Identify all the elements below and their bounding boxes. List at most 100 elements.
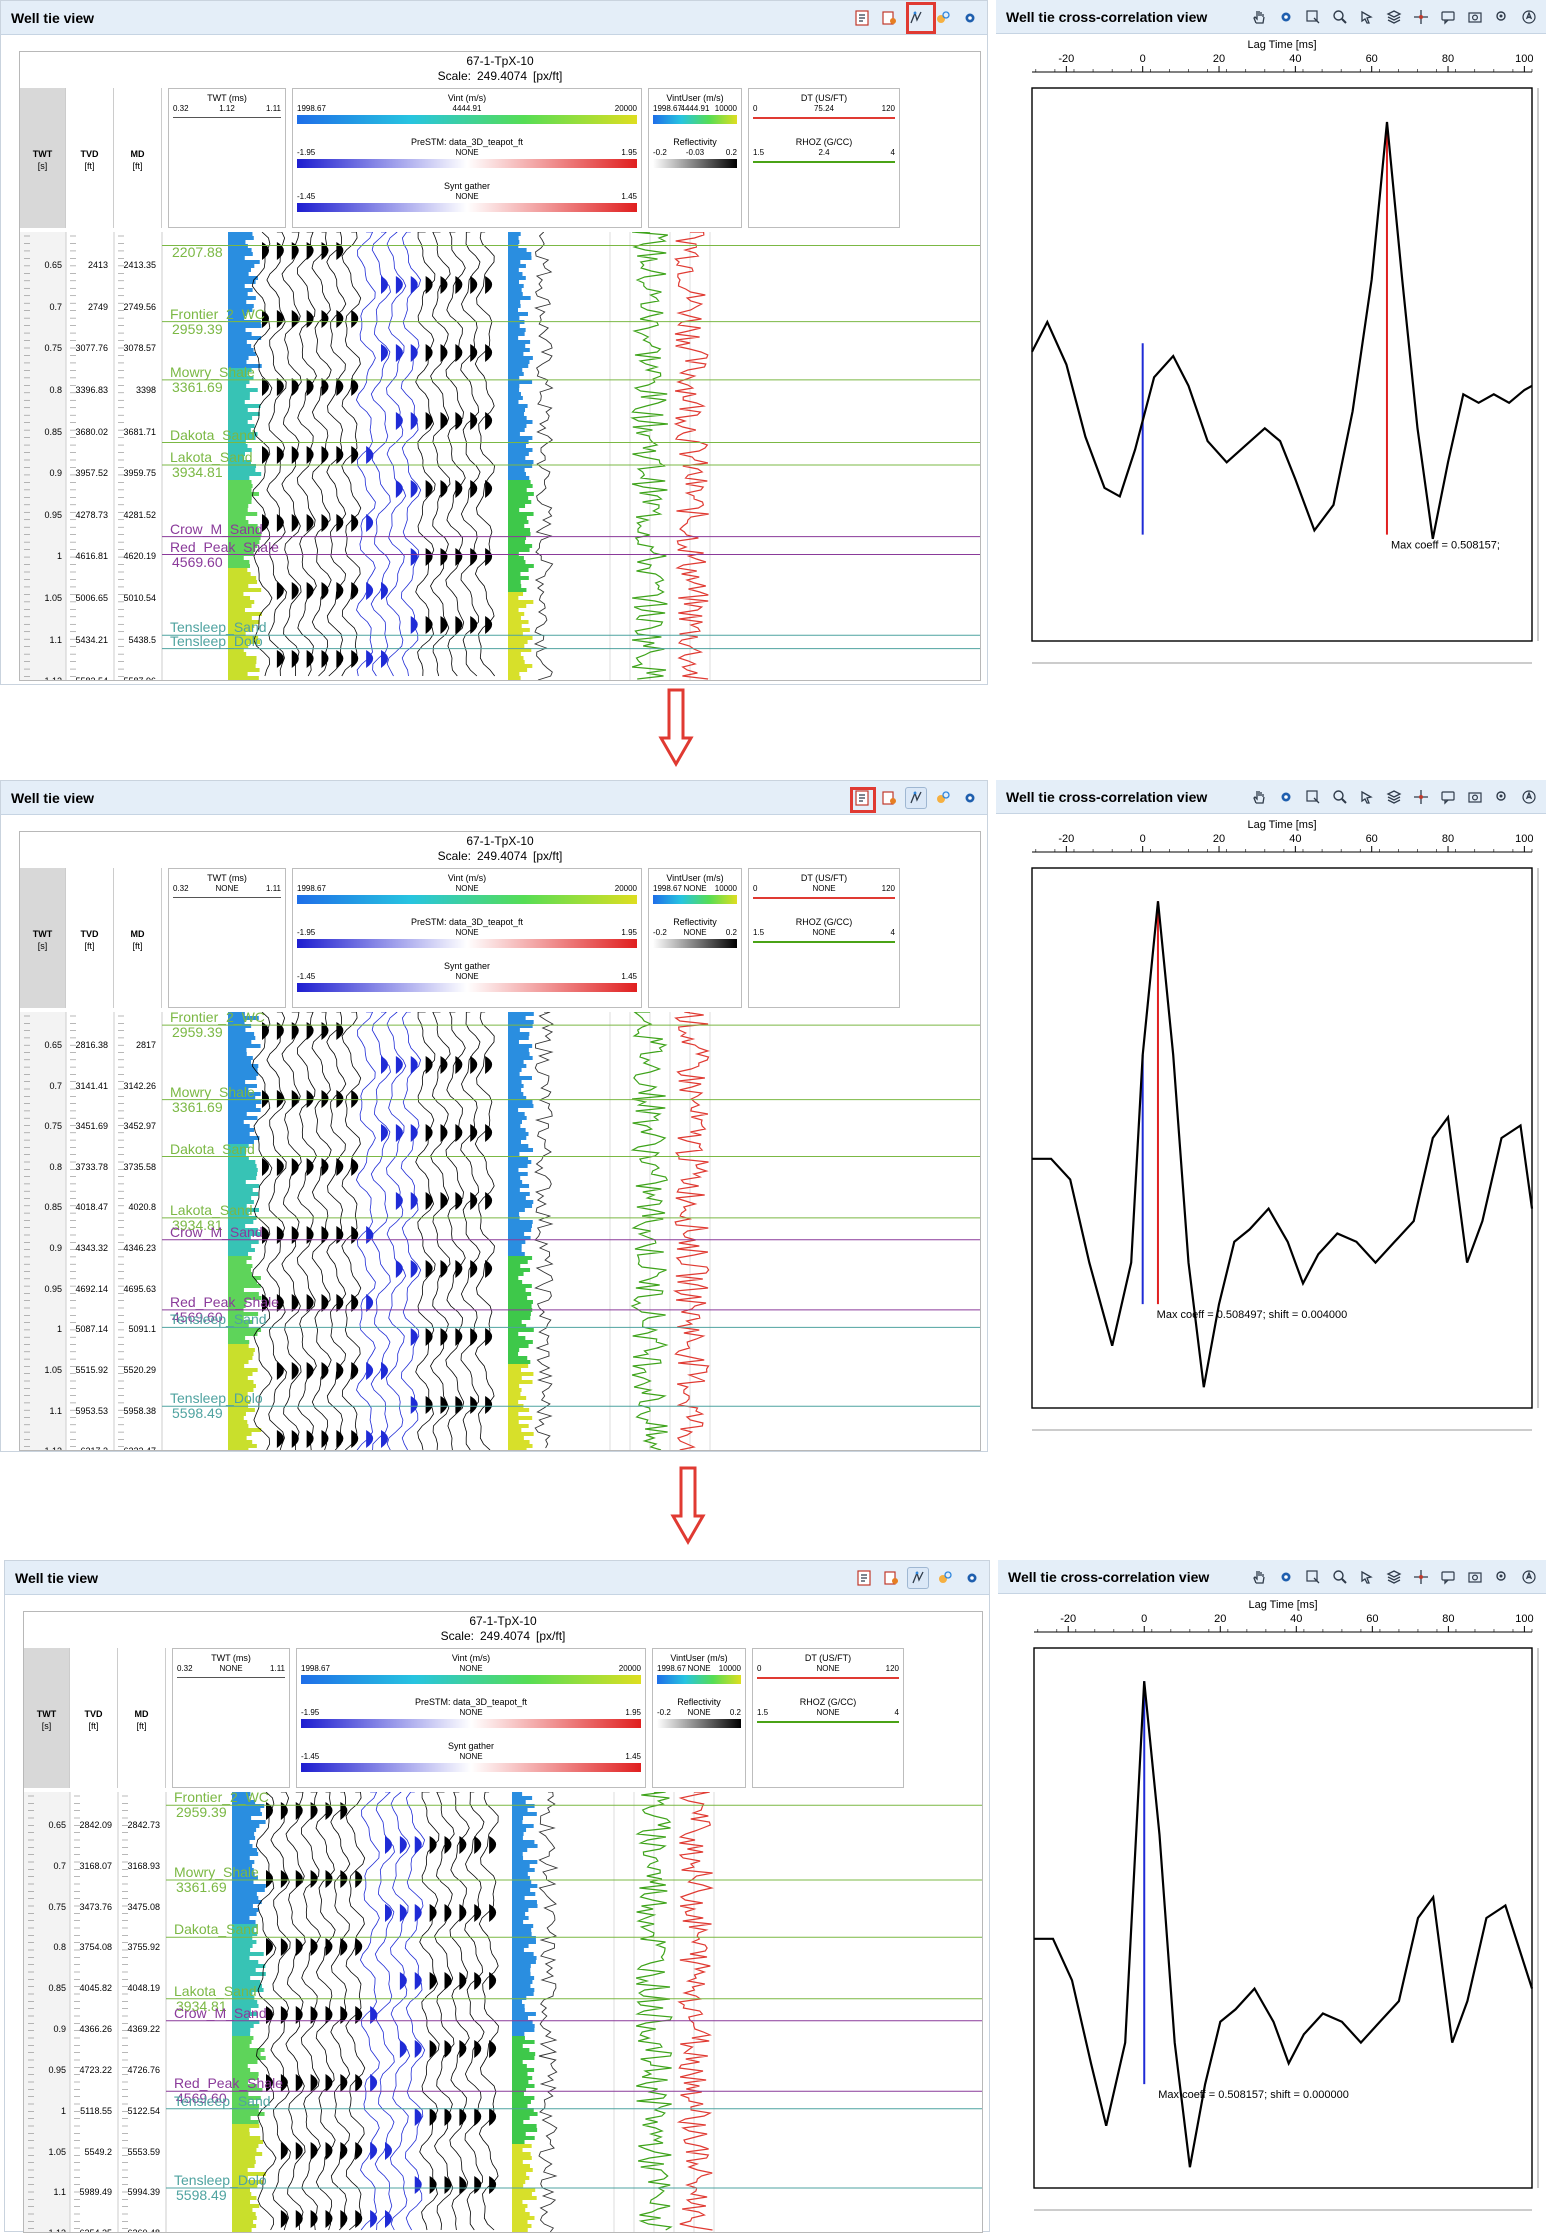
export-button[interactable]: [880, 1567, 902, 1589]
marker-name[interactable]: Mowry_Shale: [170, 1083, 255, 1100]
correlation-tool-button[interactable]: [907, 1567, 929, 1589]
settings-gear-button[interactable]: [1275, 1566, 1297, 1588]
prestm-track-header[interactable]: PreSTM: data_3D_teapot_ft -1.95 1.95 NONE: [297, 137, 637, 177]
rhoz-track-header[interactable]: RHOZ (G/CC) 1.5 4 NONE: [757, 1697, 899, 1737]
track-header[interactable]: VintUser (m/s) 1998.67 10000 4444.91 Reflect…: [648, 88, 742, 228]
marker-name[interactable]: Frontier_2_WC: [174, 1792, 269, 1806]
reflectivity-track-header[interactable]: Reflectivity -0.2 0.2 NONE: [657, 1697, 741, 1737]
compass-button[interactable]: [1518, 1566, 1540, 1588]
prestm-track-header[interactable]: PreSTM: data_3D_teapot_ft -1.95 1.95 NONE: [297, 917, 637, 957]
rhoz-track-header[interactable]: RHOZ (G/CC) 1.5 4 2.4: [753, 137, 895, 177]
match-button[interactable]: [932, 7, 954, 29]
crosshair-button[interactable]: [1410, 6, 1432, 28]
settings-gear-button[interactable]: [1275, 786, 1297, 808]
vintuser-track-header[interactable]: VintUser (m/s) 1998.67 10000 NONE: [653, 873, 737, 913]
cross-correlation-chart[interactable]: Lag Time [ms] -20 0 20 40 60 80 100 Max coeff = …: [998, 1594, 1546, 2232]
dt-track-header[interactable]: DT (US/FT) 0 120 NONE: [757, 1653, 899, 1693]
synt-track-header[interactable]: Synt gather -1.45 1.45 NONE: [297, 961, 637, 1001]
vint-track-header[interactable]: Vint (m/s) 1998.67 20000 NONE: [301, 1653, 641, 1693]
layers-button[interactable]: [1383, 6, 1405, 28]
marker-name[interactable]: Mowry_Shale: [170, 363, 255, 380]
compass-button[interactable]: [1518, 786, 1540, 808]
zoom-box-button[interactable]: [1302, 1566, 1324, 1588]
marker-name[interactable]: Lakota_Sand: [170, 448, 253, 465]
marker-name[interactable]: Tensleep_Sand: [170, 619, 267, 636]
pointer-button[interactable]: [1356, 1566, 1378, 1588]
well-log-body[interactable]: 0.65 2842.09 2842.73 0.7 3168.07 3168.93 0.75 3…: [24, 1792, 982, 2232]
marker-name[interactable]: Mowry_Shale: [174, 1864, 259, 1880]
dt-track-header[interactable]: DT (US/FT) 0 120 75.24: [753, 93, 895, 133]
reflectivity-track-header[interactable]: Reflectivity -0.2 0.2 NONE: [653, 917, 737, 957]
report-button[interactable]: [851, 7, 873, 29]
search-button[interactable]: [1491, 6, 1513, 28]
export-button[interactable]: [878, 787, 900, 809]
twt_track-track-header[interactable]: TWT (ms) 0.32 1.11 1.12: [173, 93, 281, 133]
correlation-tool-button[interactable]: [905, 7, 927, 29]
comment-button[interactable]: [1437, 1566, 1459, 1588]
marker-name[interactable]: Dakota_Sand: [170, 1140, 255, 1157]
prestm-track-header[interactable]: PreSTM: data_3D_teapot_ft -1.95 1.95 NONE: [301, 1697, 641, 1737]
pan-hand-button[interactable]: [1248, 1566, 1270, 1588]
settings-gear-button[interactable]: [959, 7, 981, 29]
pan-hand-button[interactable]: [1248, 786, 1270, 808]
report-button[interactable]: [853, 1567, 875, 1589]
marker-name[interactable]: Lakota_Sand: [174, 1982, 257, 1999]
snapshot-button[interactable]: [1464, 6, 1486, 28]
track-header[interactable]: VintUser (m/s) 1998.67 10000 NONE Reflectivi…: [648, 868, 742, 1008]
pan-hand-button[interactable]: [1248, 6, 1270, 28]
well-log-body[interactable]: 0.65 2816.38 2817 0.7 3141.41 3142.26 0.75 3451…: [20, 1012, 980, 1450]
marker-name[interactable]: Dakota_Sand: [170, 426, 255, 443]
well-log-body[interactable]: 0.65 2413 2413.35 0.7 2749 2749.56 0.75 3077.76…: [20, 232, 980, 680]
cross-correlation-chart[interactable]: Lag Time [ms] -20 0 20 40 60 80 100 Max coeff = …: [996, 34, 1546, 685]
twt_track-track-header[interactable]: TWT (ms) 0.32 1.11 NONE: [173, 873, 281, 913]
pointer-button[interactable]: [1356, 786, 1378, 808]
marker-name[interactable]: Red_Peak_Shale: [170, 1293, 279, 1310]
rhoz-track-header[interactable]: RHOZ (G/CC) 1.5 4 NONE: [753, 917, 895, 957]
marker-name[interactable]: Tensleep_Dolo: [170, 1390, 263, 1407]
twt_track-track-header[interactable]: TWT (ms) 0.32 1.11 NONE: [177, 1653, 285, 1693]
comment-button[interactable]: [1437, 786, 1459, 808]
reflectivity-track-header[interactable]: Reflectivity -0.2 0.2 -0.03: [653, 137, 737, 177]
search-button[interactable]: [1491, 786, 1513, 808]
zoom-button[interactable]: [1329, 1566, 1351, 1588]
settings-gear-button[interactable]: [959, 787, 981, 809]
marker-name[interactable]: Red_Peak_Shale: [174, 2075, 283, 2092]
marker-name[interactable]: Red_Peak_Shale: [170, 538, 279, 555]
match-button[interactable]: [934, 1567, 956, 1589]
zoom-box-button[interactable]: [1302, 786, 1324, 808]
synt-track-header[interactable]: Synt gather -1.45 1.45 NONE: [297, 181, 637, 221]
settings-gear-button[interactable]: [961, 1567, 983, 1589]
track-header[interactable]: Vint (m/s) 1998.67 20000 NONE PreSTM: data_3…: [292, 868, 642, 1008]
layers-button[interactable]: [1383, 1566, 1405, 1588]
export-button[interactable]: [878, 7, 900, 29]
correlation-tool-button[interactable]: [905, 787, 927, 809]
vint-track-header[interactable]: Vint (m/s) 1998.67 20000 NONE: [297, 873, 637, 913]
snapshot-button[interactable]: [1464, 1566, 1486, 1588]
track-header[interactable]: TWT (ms) 0.32 1.11 NONE: [172, 1648, 290, 1788]
track-header[interactable]: Vint (m/s) 1998.67 20000 4444.91 PreSTM: dat…: [292, 88, 642, 228]
pointer-button[interactable]: [1356, 6, 1378, 28]
track-header[interactable]: DT (US/FT) 0 120 NONE RHOZ (G/CC) 1.5 4 NONE: [748, 868, 900, 1008]
report-button[interactable]: [851, 787, 873, 809]
marker-name[interactable]: Crow_M_Sand: [170, 520, 263, 537]
marker-name[interactable]: Crow_M_Sand: [174, 2004, 267, 2021]
marker-name[interactable]: Tensleep_Sand: [174, 2092, 271, 2109]
compass-button[interactable]: [1518, 6, 1540, 28]
settings-gear-button[interactable]: [1275, 6, 1297, 28]
marker-name[interactable]: Dakota_Sand: [174, 1921, 259, 1938]
vintuser-track-header[interactable]: VintUser (m/s) 1998.67 10000 4444.91: [653, 93, 737, 133]
synt-track-header[interactable]: Synt gather -1.45 1.45 NONE: [301, 1741, 641, 1781]
zoom-button[interactable]: [1329, 6, 1351, 28]
vint-track-header[interactable]: Vint (m/s) 1998.67 20000 4444.91: [297, 93, 637, 133]
crosshair-button[interactable]: [1410, 786, 1432, 808]
marker-name[interactable]: Tensleep_Dolo: [174, 2172, 267, 2188]
track-header[interactable]: DT (US/FT) 0 120 NONE RHOZ (G/CC) 1.5 4 NONE: [752, 1648, 904, 1788]
layers-button[interactable]: [1383, 786, 1405, 808]
track-header[interactable]: DT (US/FT) 0 120 75.24 RHOZ (G/CC) 1.5 4 2.4: [748, 88, 900, 228]
cross-correlation-chart[interactable]: Lag Time [ms] -20 0 20 40 60 80 100 Max coeff = …: [996, 814, 1546, 1452]
marker-name[interactable]: Frontier_2_WC: [170, 305, 265, 322]
comment-button[interactable]: [1437, 6, 1459, 28]
match-button[interactable]: [932, 787, 954, 809]
search-button[interactable]: [1491, 1566, 1513, 1588]
track-header[interactable]: TWT (ms) 0.32 1.11 NONE: [168, 868, 286, 1008]
